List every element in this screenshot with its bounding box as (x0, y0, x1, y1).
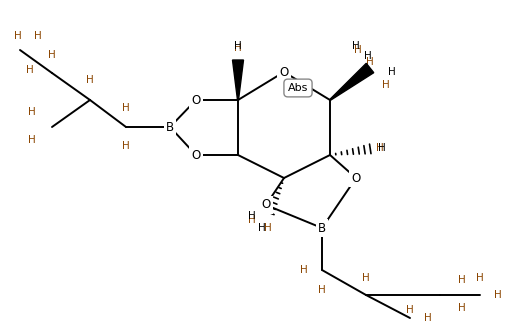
Text: H: H (376, 143, 384, 153)
Text: H: H (14, 31, 22, 41)
Text: O: O (262, 199, 270, 212)
Text: O: O (279, 66, 289, 78)
Text: Abs: Abs (288, 83, 308, 93)
Text: H: H (28, 135, 36, 145)
Text: H: H (364, 51, 372, 61)
Text: H: H (458, 303, 466, 313)
Polygon shape (232, 60, 243, 100)
Text: H: H (48, 50, 56, 60)
Text: H: H (388, 67, 396, 77)
Text: H: H (234, 41, 242, 51)
Text: H: H (122, 103, 130, 113)
Text: H: H (318, 285, 326, 295)
Text: H: H (122, 141, 130, 151)
Text: H: H (378, 143, 386, 153)
Text: O: O (352, 171, 361, 184)
Text: H: H (248, 215, 256, 225)
Text: H: H (86, 75, 94, 85)
Text: H: H (352, 41, 360, 51)
Text: H: H (476, 273, 484, 283)
Text: O: O (191, 93, 201, 107)
Polygon shape (330, 63, 374, 100)
Text: B: B (166, 120, 174, 133)
Text: H: H (34, 31, 42, 41)
Text: O: O (191, 149, 201, 162)
Text: H: H (424, 313, 432, 323)
Text: H: H (258, 223, 266, 233)
Text: B: B (318, 221, 326, 234)
Text: H: H (234, 43, 242, 53)
Text: H: H (362, 273, 370, 283)
Text: H: H (494, 290, 502, 300)
Text: H: H (300, 265, 308, 275)
Text: H: H (406, 305, 414, 315)
Text: H: H (248, 211, 256, 221)
Text: H: H (366, 57, 374, 67)
Text: H: H (28, 107, 36, 117)
Text: H: H (354, 45, 362, 55)
Text: H: H (264, 223, 272, 233)
Text: H: H (382, 80, 390, 90)
Text: H: H (458, 275, 466, 285)
Text: H: H (26, 65, 34, 75)
